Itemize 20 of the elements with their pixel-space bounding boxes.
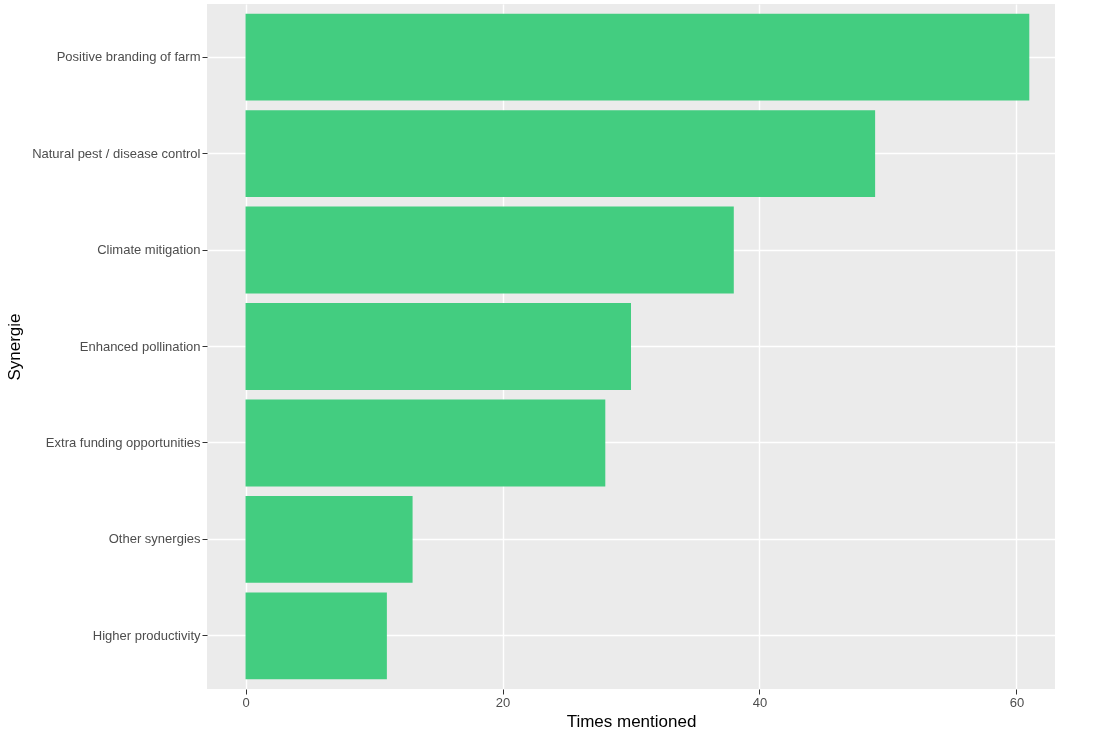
bar bbox=[245, 399, 606, 487]
y-tick-label: Natural pest / disease control bbox=[32, 145, 201, 161]
bar bbox=[245, 206, 734, 294]
y-tick-label: Higher productivity bbox=[92, 627, 201, 643]
x-tick-label: 40 bbox=[752, 694, 768, 710]
x-tick-label: 0 bbox=[242, 694, 250, 710]
bar bbox=[245, 303, 631, 390]
x-tick-label: 20 bbox=[495, 694, 511, 710]
y-tick-label: Climate mitigation bbox=[97, 242, 201, 258]
bar bbox=[245, 496, 413, 583]
bar bbox=[245, 592, 387, 680]
y-tick-label: Extra funding opportunities bbox=[45, 434, 201, 450]
bar bbox=[245, 13, 1030, 101]
y-tick-label: Positive branding of farm bbox=[56, 49, 201, 65]
x-axis-title: Times mentioned bbox=[566, 711, 697, 731]
x-tick-label: 60 bbox=[1009, 694, 1025, 710]
y-axis-title: Synergie bbox=[5, 313, 25, 381]
y-tick-label: Other synergies bbox=[108, 531, 201, 547]
y-tick-label: Enhanced pollination bbox=[79, 338, 201, 354]
bar bbox=[245, 110, 876, 197]
